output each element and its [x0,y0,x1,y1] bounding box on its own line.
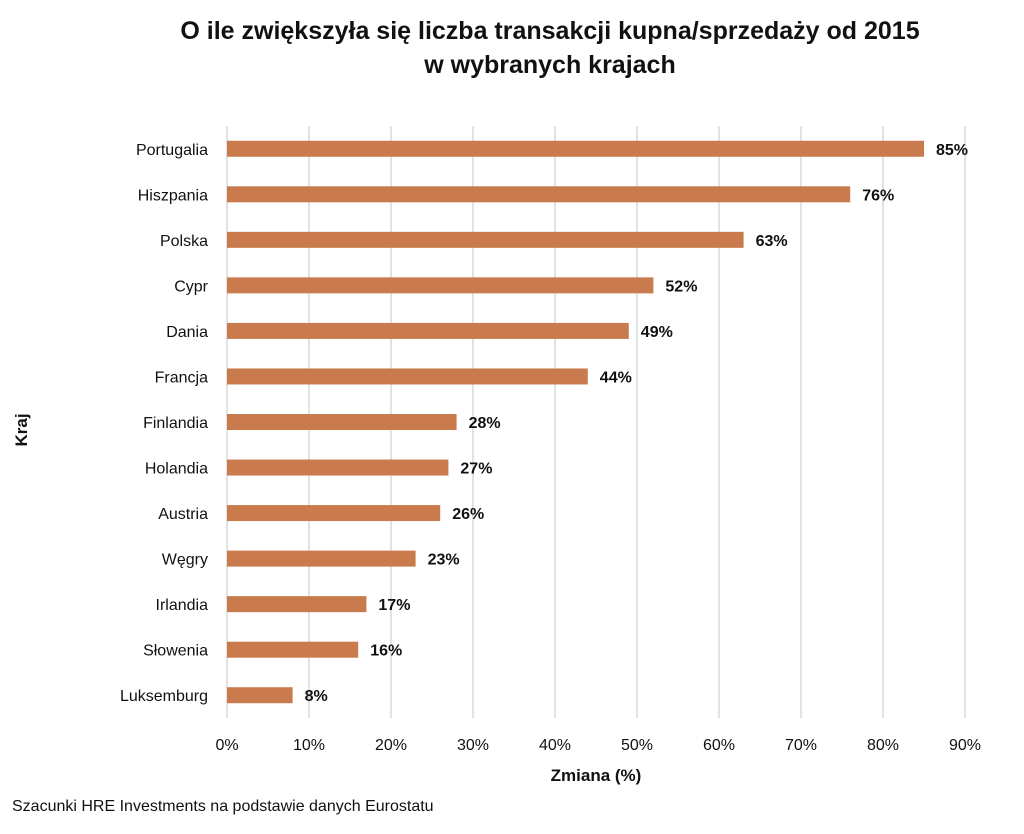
x-tick-label: 30% [457,737,489,754]
x-tick-label: 0% [215,737,238,754]
category-label: Francja [155,369,208,386]
bar [227,140,924,157]
category-label: Hiszpania [138,187,208,204]
bar [227,687,293,704]
category-label: Polska [160,233,208,250]
bar [227,641,359,658]
category-label: Węgry [162,552,208,569]
category-label: Portugalia [136,142,208,159]
x-tick-label: 90% [949,737,981,754]
category-label: Finlandia [143,415,208,432]
data-label: 76% [862,187,894,204]
bar [227,550,416,567]
bar [227,322,629,339]
category-label: Austria [158,506,208,523]
data-label: 17% [378,597,410,614]
bar [227,596,367,613]
data-label: 49% [641,324,673,341]
category-label: Irlandia [156,597,209,614]
data-label: 27% [460,461,492,478]
data-label: 52% [665,278,697,295]
chart-title: O ile zwiększyła się liczba transakcji k… [0,14,1024,82]
category-label: Cypr [174,278,208,295]
data-label: 16% [370,643,402,660]
data-label: 44% [600,369,632,386]
data-label: 8% [305,688,328,705]
source-note: Szacunki HRE Investments na podstawie da… [12,798,434,815]
x-tick-label: 60% [703,737,735,754]
data-label: 26% [452,506,484,523]
category-label: Słowenia [143,643,208,660]
x-tick-label: 80% [867,737,899,754]
chart-title-line-1: O ile zwiększyła się liczba transakcji k… [180,17,920,45]
bar [227,186,851,203]
bar [227,505,441,522]
chart-title-line-2: w wybranych krajach [424,51,676,79]
bar [227,231,744,248]
x-tick-label: 40% [539,737,571,754]
x-tick-label: 20% [375,737,407,754]
bar [227,414,457,430]
y-axis-title: Kraj [12,413,31,446]
data-label: 28% [469,415,501,432]
x-tick-label: 50% [621,737,653,754]
category-label: Luksemburg [120,688,208,705]
category-label: Dania [166,324,208,341]
x-axis-title: Zmiana (%) [551,766,642,785]
x-tick-label: 70% [785,737,817,754]
bar [227,277,654,294]
data-label: 63% [756,233,788,250]
x-tick-label: 10% [293,737,325,754]
data-label: 85% [936,142,968,159]
data-label: 23% [428,552,460,569]
bar [227,368,588,385]
bar [227,459,449,476]
category-label: Holandia [145,461,208,478]
